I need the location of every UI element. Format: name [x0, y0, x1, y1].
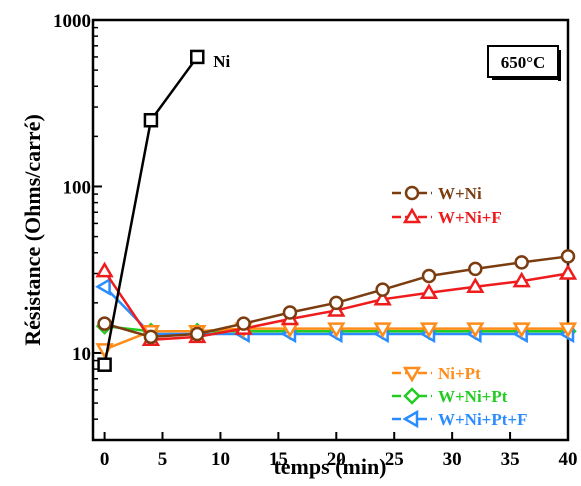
legend-label: W+Ni+Pt+F	[438, 410, 528, 429]
legend-label: W+Ni+F	[438, 208, 502, 227]
data-point	[236, 316, 251, 331]
y-tick-label: 100	[63, 177, 92, 198]
data-point	[143, 112, 159, 128]
x-tick-label: 25	[385, 449, 404, 470]
data-point	[560, 249, 576, 264]
data-point	[190, 49, 205, 65]
data-point	[468, 261, 483, 277]
y-tick-label: 10	[72, 344, 91, 365]
legend-label: W+Ni	[438, 184, 482, 203]
data-point	[97, 357, 112, 372]
data-point	[373, 289, 392, 306]
series-layer: Ni	[95, 49, 578, 372]
legend-label: Ni+Pt	[438, 364, 481, 383]
data-point	[514, 255, 529, 270]
series-label-ni: Ni	[213, 52, 230, 71]
data-point	[97, 316, 112, 331]
y-axis-title: Résistance (Ohms/carré)	[20, 114, 45, 346]
data-point	[419, 283, 439, 299]
axis-ticks: 0 5 10 15 20 25 30 35 40 10 100 1000	[53, 11, 578, 470]
data-point	[190, 326, 205, 342]
legend-swatch-marker	[403, 387, 421, 405]
data-point	[466, 277, 485, 293]
legend: W+Ni W+Ni+F Ni+Pt W+Ni+Pt W+Ni+Pt+F	[392, 184, 528, 429]
legend-item: W+Ni+Pt	[392, 387, 508, 406]
legend-swatch-marker	[402, 409, 419, 429]
legend-label: W+Ni+Pt	[438, 387, 508, 406]
plot-frame	[91, 18, 570, 442]
x-tick-label: 35	[501, 449, 520, 470]
temperature-box-shadow	[558, 50, 561, 81]
data-point	[143, 329, 159, 345]
data-point	[327, 322, 346, 339]
temperature-label: 650°C	[501, 53, 546, 72]
series-w-plus-ni	[97, 249, 576, 345]
legend-swatch-marker	[402, 366, 422, 383]
data-point	[95, 343, 114, 359]
y-tick-label: 1000	[53, 11, 91, 32]
data-point	[373, 322, 392, 339]
data-point	[375, 282, 390, 297]
temperature-box: 650°C	[487, 45, 561, 81]
x-tick-label: 20	[327, 449, 346, 470]
data-point	[95, 261, 114, 278]
data-point	[282, 305, 298, 320]
data-point	[421, 268, 437, 284]
data-point	[466, 322, 485, 339]
legend-swatch-marker	[402, 207, 422, 224]
x-tick-label: 30	[443, 449, 462, 470]
legend-item: W+Ni+Pt+F	[392, 409, 528, 429]
x-tick-label: 10	[211, 449, 230, 470]
series-line	[103, 56, 199, 365]
legend-item: W+Ni+F	[392, 207, 502, 227]
data-point	[419, 322, 439, 339]
series-ni	[97, 49, 205, 372]
x-tick-label: 15	[269, 449, 288, 470]
series-ni-plus-pt	[95, 322, 578, 359]
data-point	[95, 277, 111, 296]
x-tick-label: 40	[559, 449, 578, 470]
legend-item: Ni+Pt	[392, 364, 481, 383]
x-tick-label: 5	[158, 449, 168, 470]
data-point	[512, 271, 531, 288]
temperature-box-shadow	[492, 77, 561, 80]
legend-swatch-marker	[404, 185, 420, 201]
data-point	[558, 264, 578, 280]
data-point	[512, 322, 531, 339]
x-tick-label: 0	[100, 449, 110, 470]
x-axis-title: temps (min)	[273, 454, 386, 479]
data-point	[329, 295, 344, 311]
data-point	[558, 322, 578, 339]
legend-item: W+Ni	[392, 184, 482, 203]
